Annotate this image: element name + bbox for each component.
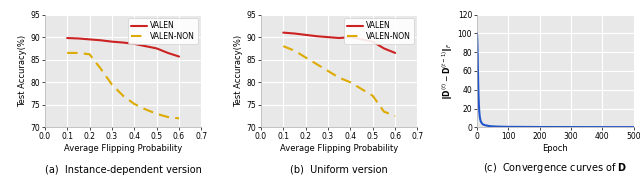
Y-axis label: Test Accuracy(%): Test Accuracy(%) xyxy=(234,35,243,107)
VALEN xyxy=(164,52,172,54)
VALEN-NON xyxy=(280,45,287,47)
VALEN xyxy=(358,38,365,40)
X-axis label: Average Flipping Probability: Average Flipping Probability xyxy=(280,144,398,153)
VALEN xyxy=(175,56,183,58)
VALEN-NON xyxy=(153,113,161,115)
Text: (a)  Instance-dependent version: (a) Instance-dependent version xyxy=(45,165,202,175)
VALEN xyxy=(291,32,298,35)
VALEN-NON xyxy=(175,117,183,119)
VALEN xyxy=(153,47,161,50)
Legend: VALEN, VALEN-NON: VALEN, VALEN-NON xyxy=(344,18,413,44)
VALEN xyxy=(391,52,399,54)
Legend: VALEN, VALEN-NON: VALEN, VALEN-NON xyxy=(128,18,198,44)
VALEN-NON xyxy=(97,68,104,70)
VALEN-NON xyxy=(63,52,71,54)
VALEN-NON xyxy=(108,83,116,86)
X-axis label: Average Flipping Probability: Average Flipping Probability xyxy=(64,144,182,153)
VALEN xyxy=(131,43,138,45)
VALEN xyxy=(324,36,332,38)
VALEN xyxy=(74,37,82,39)
VALEN xyxy=(63,37,71,39)
VALEN xyxy=(369,41,376,43)
Line: VALEN: VALEN xyxy=(67,38,179,57)
VALEN xyxy=(108,41,116,43)
VALEN xyxy=(280,31,287,34)
VALEN xyxy=(346,36,354,38)
Text: (c)  Convergence curves of $\mathbf{D}$: (c) Convergence curves of $\mathbf{D}$ xyxy=(483,161,627,175)
VALEN-NON xyxy=(346,81,354,83)
VALEN xyxy=(380,47,388,50)
VALEN xyxy=(119,41,127,44)
VALEN-NON xyxy=(291,50,298,52)
VALEN-NON xyxy=(313,63,321,65)
VALEN xyxy=(97,39,104,41)
VALEN-NON xyxy=(131,103,138,105)
VALEN xyxy=(141,45,149,47)
VALEN-NON xyxy=(141,108,149,110)
VALEN-NON xyxy=(324,70,332,72)
Line: VALEN-NON: VALEN-NON xyxy=(284,46,395,116)
VALEN xyxy=(335,37,343,39)
Line: VALEN-NON: VALEN-NON xyxy=(67,53,179,118)
VALEN-NON xyxy=(358,88,365,90)
VALEN-NON xyxy=(391,115,399,117)
Y-axis label: $\|\mathbf{D}^{(t)}-\mathbf{D}^{(t-1)}\|_F$: $\|\mathbf{D}^{(t)}-\mathbf{D}^{(t-1)}\|… xyxy=(440,42,455,100)
VALEN-NON xyxy=(86,53,93,55)
Text: (b)  Uniform version: (b) Uniform version xyxy=(291,165,388,175)
Y-axis label: Test Accuracy(%): Test Accuracy(%) xyxy=(19,35,28,107)
VALEN xyxy=(313,35,321,37)
VALEN xyxy=(86,38,93,40)
Line: VALEN: VALEN xyxy=(284,33,395,53)
VALEN-NON xyxy=(380,110,388,113)
VALEN-NON xyxy=(119,95,127,97)
VALEN-NON xyxy=(369,95,376,97)
X-axis label: Epoch: Epoch xyxy=(543,144,568,153)
VALEN xyxy=(302,34,310,36)
VALEN-NON xyxy=(302,56,310,59)
VALEN-NON xyxy=(164,116,172,118)
VALEN-NON xyxy=(335,77,343,79)
VALEN-NON xyxy=(74,52,82,54)
